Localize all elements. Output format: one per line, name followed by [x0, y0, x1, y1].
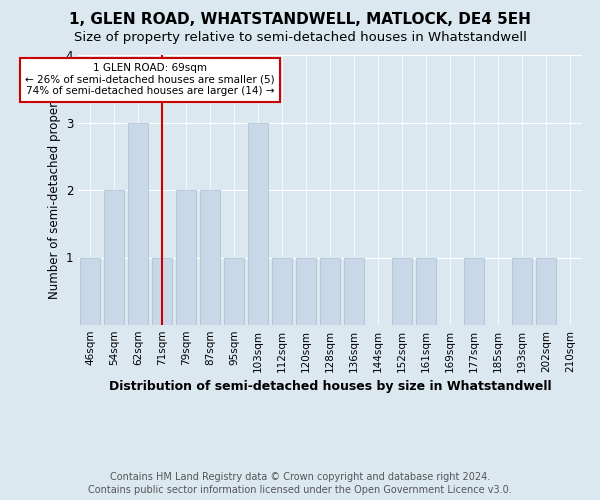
Bar [344, 258, 364, 325]
Text: Contains public sector information licensed under the Open Government Licence v3: Contains public sector information licen… [88, 485, 512, 495]
Bar [392, 258, 412, 325]
Bar [296, 258, 316, 325]
Y-axis label: Number of semi-detached properties: Number of semi-detached properties [49, 80, 61, 300]
Text: Contains HM Land Registry data © Crown copyright and database right 2024.: Contains HM Land Registry data © Crown c… [110, 472, 490, 482]
Bar [128, 122, 148, 325]
Bar [80, 258, 100, 325]
Bar [248, 122, 268, 325]
Bar [104, 190, 124, 325]
Bar [512, 258, 532, 325]
Bar [200, 190, 220, 325]
Bar [272, 258, 292, 325]
Bar [224, 258, 244, 325]
Bar [536, 258, 556, 325]
X-axis label: Distribution of semi-detached houses by size in Whatstandwell: Distribution of semi-detached houses by … [109, 380, 551, 394]
Bar [176, 190, 196, 325]
Text: Size of property relative to semi-detached houses in Whatstandwell: Size of property relative to semi-detach… [74, 31, 526, 44]
Text: 1, GLEN ROAD, WHATSTANDWELL, MATLOCK, DE4 5EH: 1, GLEN ROAD, WHATSTANDWELL, MATLOCK, DE… [69, 12, 531, 28]
Bar [152, 258, 172, 325]
Text: 1 GLEN ROAD: 69sqm
← 26% of semi-detached houses are smaller (5)
74% of semi-det: 1 GLEN ROAD: 69sqm ← 26% of semi-detache… [25, 63, 275, 96]
Bar [416, 258, 436, 325]
Bar [320, 258, 340, 325]
Bar [464, 258, 484, 325]
